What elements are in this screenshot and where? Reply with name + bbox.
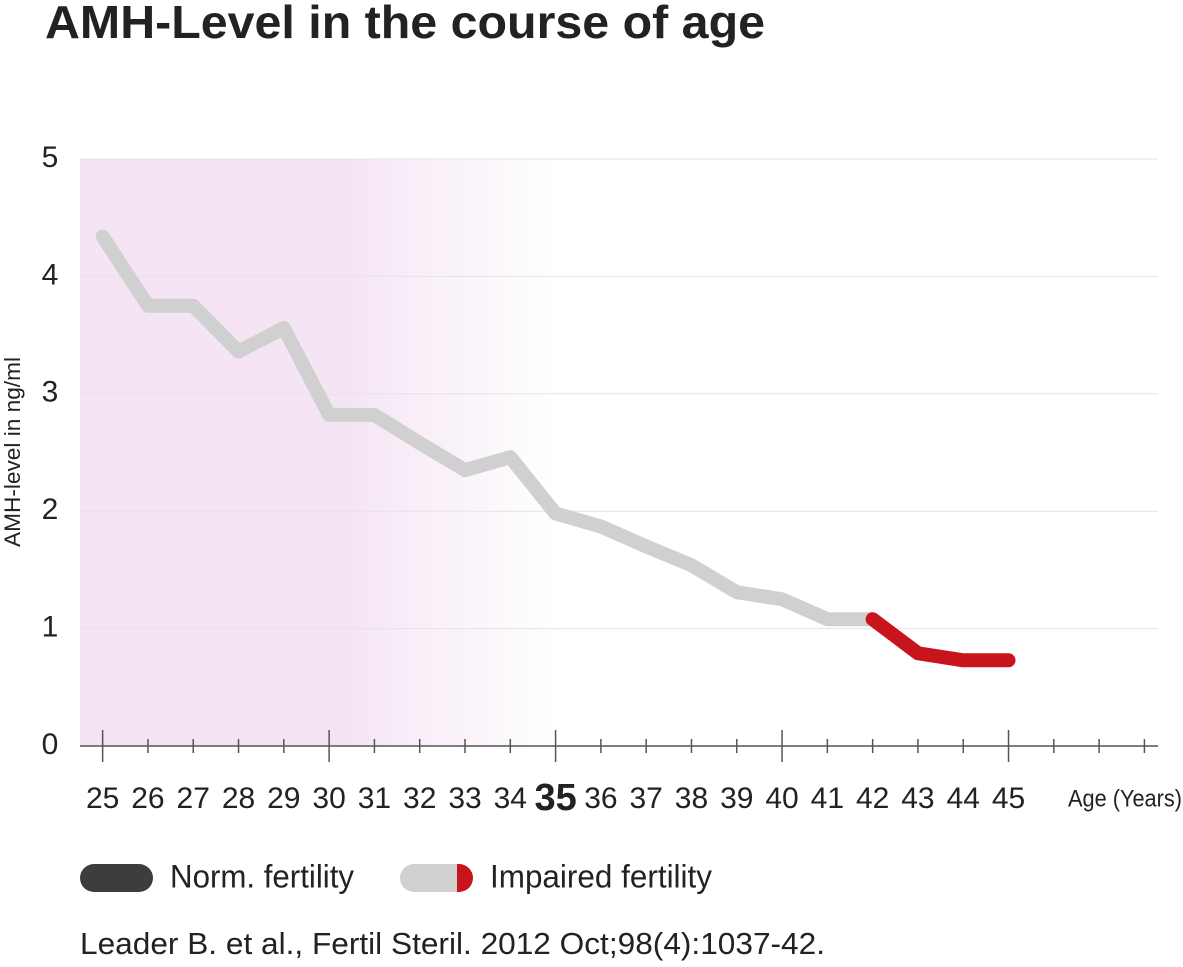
x-tick-label: 37 (629, 782, 662, 815)
legend-swatch (457, 864, 473, 892)
legend-label: Impaired fertility (490, 858, 712, 894)
line-normal (95, 229, 880, 627)
y-tick-label: 3 (42, 376, 59, 409)
y-tick-label: 4 (42, 258, 59, 291)
shade-region (80, 159, 556, 746)
legend-label: Norm. fertility (170, 858, 354, 894)
x-tick-label: 27 (177, 782, 210, 815)
x-tick-label: 39 (720, 782, 753, 815)
x-axis-label: Age (Years) (1068, 785, 1182, 812)
x-tick-label: 40 (765, 782, 798, 815)
x-tick-label: 29 (267, 782, 300, 815)
x-tick-label: 25 (86, 782, 119, 815)
y-axis-label: AMH-level in ng/ml (0, 357, 25, 547)
x-tick-label: 34 (494, 782, 527, 815)
x-tick-label: 41 (811, 782, 844, 815)
x-tick-label: 30 (312, 782, 345, 815)
y-tick-label: 2 (42, 493, 59, 526)
source: Leader B. et al., Fertil Steril. 2012 Oc… (80, 926, 825, 961)
legend-swatch (400, 864, 457, 892)
x-tick-label: 44 (947, 782, 980, 815)
legend-swatch (80, 864, 153, 892)
y-tick-label: 1 (42, 611, 59, 644)
x-tick-label: 33 (448, 782, 481, 815)
x-tick-label: 26 (131, 782, 164, 815)
chart-title: AMH-Level in the course of age (45, 0, 765, 48)
y-tick-label: 5 (42, 141, 59, 174)
x-tick-label: 43 (901, 782, 934, 815)
x-tick-label: 31 (358, 782, 391, 815)
x-tick-label: 45 (992, 782, 1025, 815)
x-tick-label: 38 (675, 782, 708, 815)
x-tick-label: 42 (856, 782, 889, 815)
line-highlight (865, 612, 1016, 668)
x-tick-label: 35 (534, 777, 576, 819)
y-tick-label: 0 (42, 728, 59, 761)
x-tick-label: 36 (584, 782, 617, 815)
x-tick-label: 28 (222, 782, 255, 815)
x-tick-label: 32 (403, 782, 436, 815)
